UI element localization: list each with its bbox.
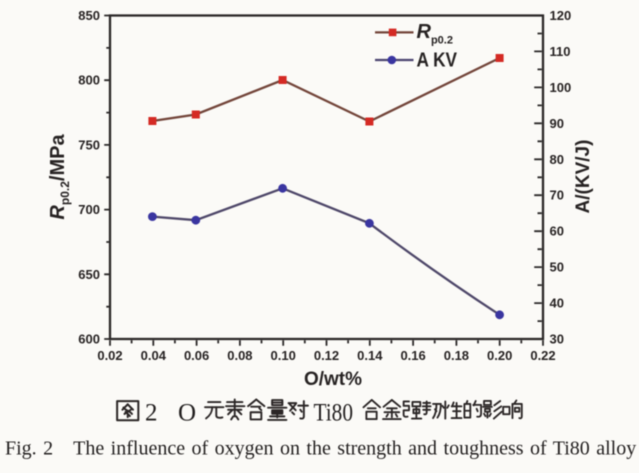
svg-text:650: 650 [78, 267, 100, 282]
svg-text:0.16: 0.16 [400, 348, 425, 363]
svg-text:100: 100 [550, 80, 572, 95]
svg-text:50: 50 [550, 260, 564, 275]
svg-text:0.10: 0.10 [271, 348, 296, 363]
svg-text:0.06: 0.06 [184, 348, 209, 363]
svg-text:A/(KV/J): A/(KV/J) [573, 140, 594, 214]
svg-text:90: 90 [550, 116, 564, 131]
svg-text:60: 60 [550, 224, 564, 239]
svg-text:O: O [178, 400, 196, 427]
svg-text:800: 800 [78, 73, 100, 88]
svg-text:110: 110 [550, 44, 571, 59]
svg-text:700: 700 [78, 202, 100, 217]
svg-text:0.02: 0.02 [97, 348, 122, 363]
svg-text:0.12: 0.12 [314, 348, 339, 363]
svg-text:600: 600 [78, 332, 100, 347]
svg-text:0.14: 0.14 [357, 348, 383, 363]
svg-text:0.18: 0.18 [444, 348, 469, 363]
svg-text:2: 2 [145, 400, 158, 427]
svg-text:40: 40 [550, 296, 564, 311]
svg-text:A KV: A KV [417, 48, 458, 71]
svg-text:70: 70 [550, 188, 564, 203]
svg-text:120: 120 [550, 8, 572, 23]
svg-text:750: 750 [78, 137, 100, 152]
svg-text:0.04: 0.04 [141, 348, 167, 363]
svg-text:Rp0.2/MPa: Rp0.2/MPa [47, 134, 72, 220]
svg-text:30: 30 [550, 332, 564, 347]
svg-text:850: 850 [78, 8, 100, 23]
svg-text:0.20: 0.20 [487, 348, 512, 363]
svg-text:Fig. 2 The influence of oxyge: Fig. 2 The influence of oxygen on the st… [5, 438, 636, 460]
svg-text:0.22: 0.22 [530, 348, 555, 363]
svg-text:Rp0.2: Rp0.2 [417, 21, 453, 47]
svg-text:0.08: 0.08 [227, 348, 252, 363]
svg-text:O/wt%: O/wt% [304, 369, 362, 390]
svg-text:80: 80 [550, 152, 564, 167]
svg-text:Ti80: Ti80 [314, 400, 354, 427]
